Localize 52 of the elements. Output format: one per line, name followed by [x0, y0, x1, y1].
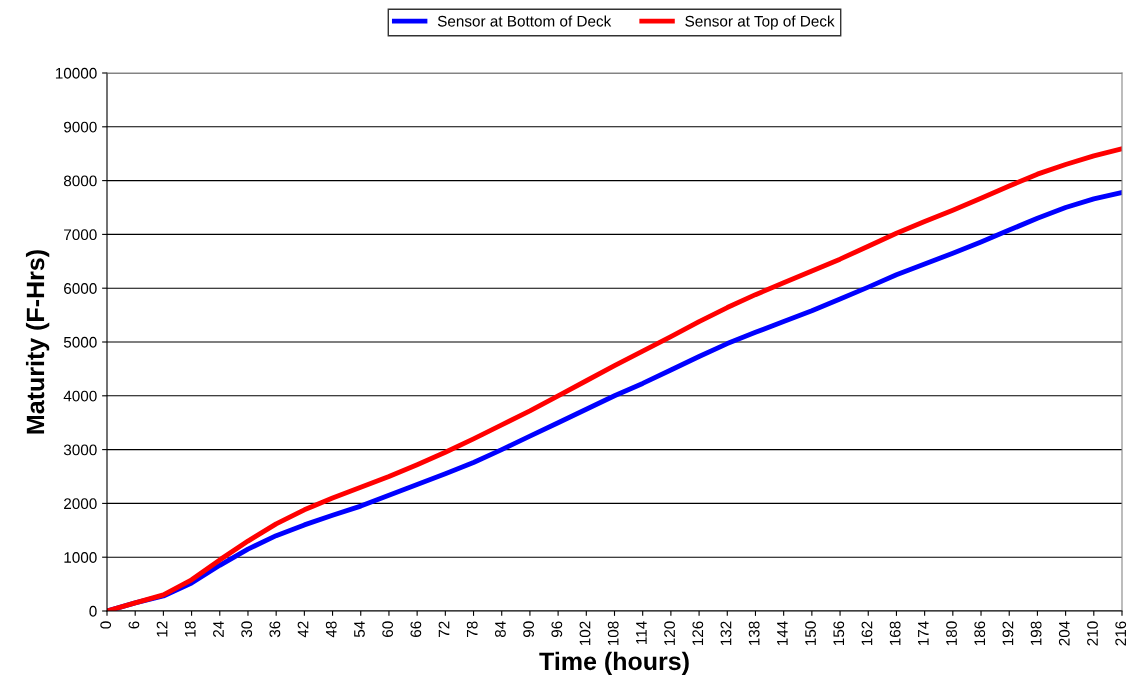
y-axis-title: Maturity (F-Hrs) — [25, 250, 50, 434]
x-tick-label: 30 — [241, 621, 253, 638]
x-tick-label: 18 — [184, 621, 196, 637]
x-tick-label: 174 — [918, 621, 929, 646]
x-tick-label: 42 — [297, 621, 309, 638]
x-tick-label: 90 — [523, 621, 535, 637]
x-tick-label: 192 — [1002, 621, 1014, 646]
x-tick-label: 24 — [213, 621, 224, 637]
x-tick-label: 0 — [100, 621, 112, 629]
x-tick-label: 168 — [889, 621, 901, 646]
y-tick-label: 4000 — [63, 390, 97, 402]
x-tick-label: 186 — [974, 621, 986, 646]
x-tick-label: 36 — [269, 621, 281, 638]
x-tick-label: 54 — [354, 621, 365, 638]
x-tick-label: 6 — [128, 621, 140, 629]
x-tick-label: 210 — [1087, 621, 1098, 646]
x-tick-label: 162 — [861, 621, 873, 646]
y-tick-label: 1000 — [64, 552, 97, 563]
x-tick-label: 156 — [833, 621, 845, 646]
y-tick-label: 8000 — [63, 175, 97, 187]
x-tick-label: 84 — [495, 621, 506, 638]
x-tick-label: 96 — [551, 621, 563, 637]
y-tick-label: 6000 — [64, 283, 97, 294]
x-tick-label: 78 — [466, 621, 478, 637]
x-tick-label: 138 — [748, 621, 760, 646]
x-tick-label: 120 — [664, 621, 675, 646]
x-tick-label: 180 — [946, 621, 957, 646]
y-tick-label: 3000 — [63, 444, 97, 456]
x-tick-label: 198 — [1030, 621, 1042, 646]
y-tick-label: 0 — [89, 605, 97, 617]
x-tick-label: 216 — [1115, 621, 1127, 646]
x-tick-label: 66 — [410, 621, 422, 637]
y-tick-label: 7000 — [64, 229, 97, 241]
x-tick-label: 108 — [607, 621, 619, 646]
x-tick-label: 126 — [692, 621, 704, 646]
y-tick-label: 9000 — [64, 121, 97, 133]
x-tick-label: 204 — [1058, 621, 1070, 646]
x-tick-label: 132 — [720, 621, 732, 646]
y-tick-label: 5000 — [63, 336, 97, 348]
x-tick-label: 72 — [438, 621, 450, 637]
legend-label: Sensor at Top of Deck — [685, 15, 835, 30]
x-tick-label: 144 — [777, 621, 788, 646]
x-tick-label: 12 — [156, 621, 168, 637]
x-tick-label: 60 — [382, 621, 394, 637]
y-tick-label: 2000 — [64, 498, 97, 510]
x-tick-label: 102 — [579, 621, 591, 646]
x-tick-label: 114 — [636, 621, 647, 644]
legend-label: Sensor at Bottom of Deck — [437, 15, 612, 27]
x-tick-label: 48 — [325, 621, 337, 638]
y-tick-label: 10000 — [55, 67, 97, 79]
x-axis-title: Time (hours) — [539, 651, 689, 676]
x-tick-label: 150 — [805, 621, 816, 646]
